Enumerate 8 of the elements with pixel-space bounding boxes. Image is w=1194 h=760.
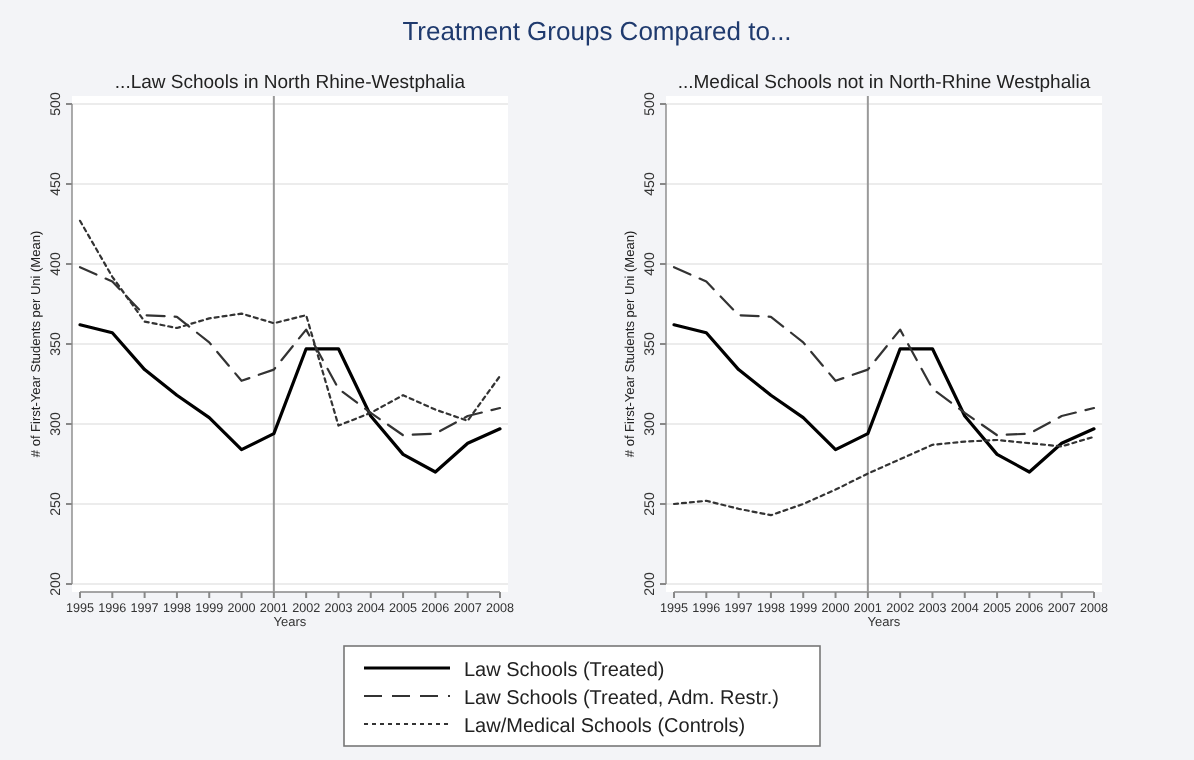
- chart-subtitle: ...Medical Schools not in North-Rhine Westphalia: [677, 72, 1092, 94]
- text: Treatment Groups Compared to...: [402, 16, 792, 46]
- line-series: [78, 323, 502, 474]
- legend-label: Law Schools (Treated): [464, 660, 665, 682]
- legend-label: Law Schools (Treated, Adm. Restr.): [464, 688, 779, 710]
- legend-label: Law/Medical Schools (Controls): [464, 716, 746, 738]
- line-series: [672, 323, 1096, 474]
- chart-subtitle: ...Law Schools in North Rhine-Westphalia: [114, 72, 467, 94]
